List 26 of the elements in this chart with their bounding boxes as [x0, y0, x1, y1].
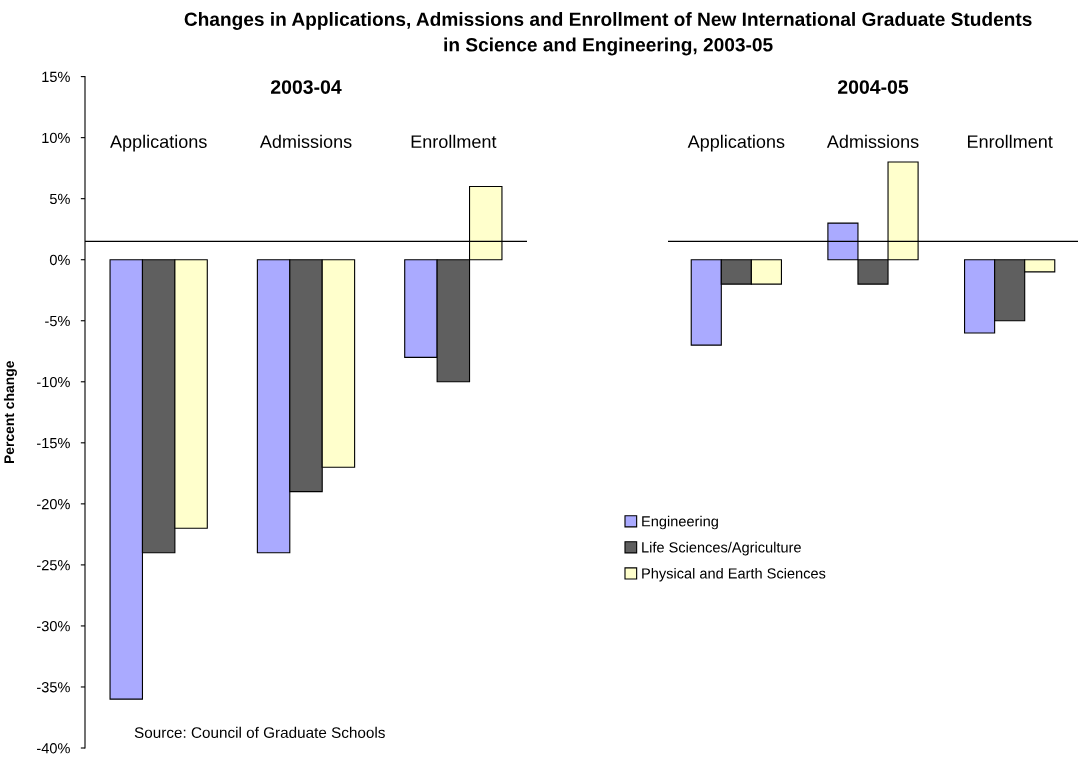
y-tick-label: 15% [42, 71, 70, 83]
y-tick-label: -10% [37, 376, 70, 388]
chart-subtitle: 2004-05 [838, 80, 909, 94]
legend-label: Life Sciences/Agriculture [642, 541, 801, 556]
y-tick-label: 10% [42, 132, 70, 144]
text: Changes in Applications, Admissions and Enrollment of New International Graduate Students in Science and Engineering, 2003-05 [184, 12, 1032, 56]
x-tick-label: Applications [110, 134, 207, 152]
x-tick-label: Applications [687, 134, 785, 152]
y-tick-label: -40% [37, 743, 70, 754]
y-tick-label: -30% [37, 621, 70, 632]
chart-subtitle: 2003-04 [271, 80, 342, 94]
x-tick-label: Enrollment [968, 134, 1053, 149]
legend-label: Engineering [642, 515, 718, 530]
x-tick-label: Admissions [259, 134, 352, 149]
y-tick-label: -20% [37, 498, 70, 510]
y-tick-label: -25% [37, 559, 70, 571]
y-tick-label: 0% [49, 254, 70, 266]
x-tick-label: Admissions [826, 134, 919, 149]
y-tick-label: -5% [45, 315, 70, 327]
y-axis-title: Percent change [3, 361, 17, 464]
annotation: Source: Council of Graduate Schools [134, 726, 385, 738]
y-tick-label: -35% [37, 682, 70, 693]
legend-label: Physical and Earth Sciences [642, 567, 826, 582]
x-tick-label: Enrollment [411, 134, 497, 149]
y-tick-label: -15% [37, 437, 70, 449]
y-tick-label: 5% [49, 193, 70, 205]
